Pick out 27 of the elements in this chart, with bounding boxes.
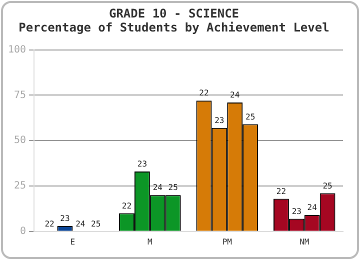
x-tick-label: E xyxy=(70,237,76,246)
text: 25 xyxy=(322,181,332,190)
x-tick-label: PM xyxy=(222,237,232,246)
text: 23 xyxy=(137,160,148,169)
text: 25 xyxy=(168,183,178,192)
text: 22 xyxy=(276,186,286,196)
text: 22 xyxy=(199,88,209,98)
text: 24 xyxy=(307,203,317,212)
y-tick-label: 0 xyxy=(20,226,26,237)
x-tick-label: M xyxy=(148,237,152,246)
text: 23 xyxy=(214,116,224,125)
series-label: 24 xyxy=(152,183,163,192)
series-label: 25 xyxy=(246,112,256,122)
series-label: 23 xyxy=(60,214,70,224)
y-tick-label: 100 xyxy=(8,44,26,56)
text: 25 xyxy=(91,219,101,228)
x-tick-label: NM xyxy=(300,237,310,246)
text: 24 xyxy=(76,219,86,228)
text: 22 xyxy=(44,219,54,228)
text: 24 xyxy=(230,90,240,100)
series-label: 22 xyxy=(122,201,132,210)
chart-subtitle: Percentage of Students by Achievement Level xyxy=(18,20,330,35)
chart-title: GRADE 10 - SCIENCE xyxy=(108,6,240,20)
y-tick-label: 50 xyxy=(14,135,26,146)
text: 23 xyxy=(292,206,302,216)
y-tick-label: 75 xyxy=(14,90,26,101)
y-tick-label: 25 xyxy=(14,180,26,192)
